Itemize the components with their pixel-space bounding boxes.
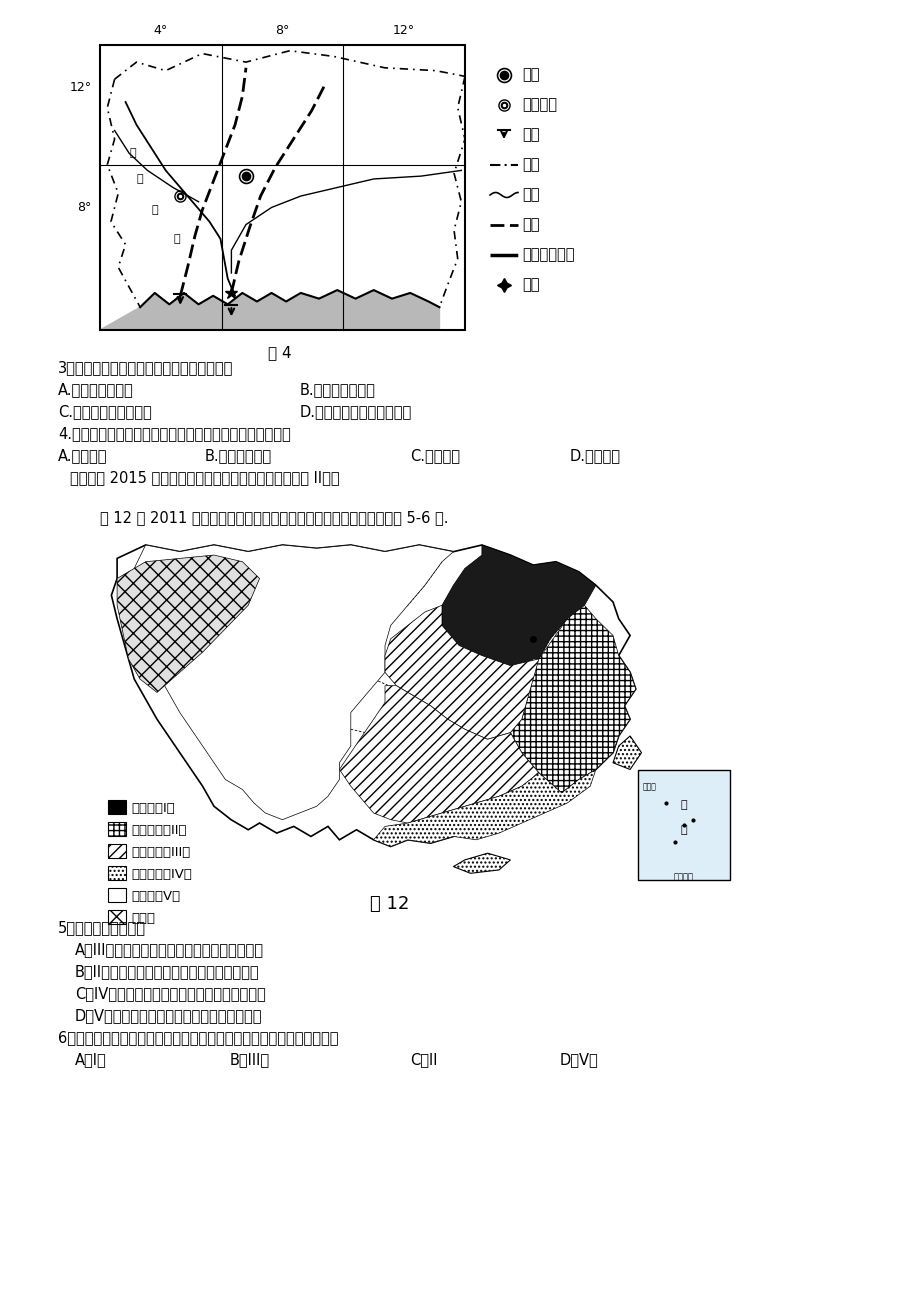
Bar (108, 799, 126, 814)
Text: 高值区（I）: 高值区（I） (130, 802, 175, 815)
Polygon shape (384, 605, 539, 740)
Text: D．V区: D．V区 (560, 1052, 598, 1068)
Text: 8°: 8° (275, 23, 289, 36)
Text: 中等值区（III）: 中等值区（III） (130, 846, 190, 859)
Text: C．IV区具有耕地面积大土地后备资源多的优势: C．IV区具有耕地面积大土地后备资源多的优势 (75, 986, 266, 1001)
Text: 8°: 8° (77, 201, 92, 214)
Bar (108, 844, 126, 858)
Bar (108, 910, 126, 924)
Text: 水库: 水库 (521, 277, 539, 293)
Polygon shape (111, 546, 635, 846)
Text: 5．下列叙述正确的是: 5．下列叙述正确的是 (58, 921, 146, 935)
Text: C.印染化纤: C.印染化纤 (410, 448, 460, 464)
Text: 较高值区（II）: 较高值区（II） (130, 824, 187, 837)
Text: D.机械旅游: D.机械旅游 (570, 448, 620, 464)
Text: B.有利于河海联运: B.有利于河海联运 (300, 381, 376, 397)
Text: C．II: C．II (410, 1052, 437, 1068)
Text: 无数据: 无数据 (130, 913, 154, 926)
Text: 图 12: 图 12 (370, 894, 409, 913)
Text: 12°: 12° (392, 23, 414, 36)
Text: 4.尼日利亚沿海铁路项目而可能获益的我国主要工业部门是: 4.尼日利亚沿海铁路项目而可能获益的我国主要工业部门是 (58, 426, 290, 441)
Polygon shape (441, 546, 596, 665)
Text: 尼: 尼 (130, 148, 136, 159)
Polygon shape (453, 853, 510, 874)
Text: 南: 南 (680, 799, 686, 810)
Bar (108, 822, 126, 836)
Text: A.纺织造船: A.纺织造船 (58, 448, 108, 464)
Text: 3．图中尼日利亚现有铁路网的叙述正确的是: 3．图中尼日利亚现有铁路网的叙述正确的是 (58, 359, 233, 375)
Polygon shape (510, 605, 635, 793)
Text: D.铁路建设不受地形的影响: D.铁路建设不受地形的影响 (300, 404, 412, 419)
Text: A．III区内部不同省区间农业机械化水平差异大: A．III区内部不同省区间农业机械化水平差异大 (75, 943, 264, 957)
Polygon shape (339, 686, 539, 823)
Text: 4°: 4° (153, 23, 168, 36)
Text: 港口: 港口 (521, 128, 539, 142)
Bar (108, 866, 126, 880)
Text: 图 4: 图 4 (268, 345, 291, 359)
Text: 南海诸岛: 南海诸岛 (674, 872, 693, 881)
Text: A．I区: A．I区 (75, 1052, 107, 1068)
Text: 河: 河 (173, 234, 180, 243)
Bar (637, 769, 729, 880)
Text: 6．在现代农业发展规划中，可定位为粮食生产型农业区的省份主要位于: 6．在现代农业发展规划中，可定位为粮食生产型农业区的省份主要位于 (58, 1030, 338, 1046)
Text: 拟建沿海铁路: 拟建沿海铁路 (521, 247, 573, 263)
Text: 较低值区（IV）: 较低值区（IV） (130, 868, 192, 881)
Text: 12°: 12° (70, 81, 92, 94)
Text: B.机车制造钢铁: B.机车制造钢铁 (205, 448, 272, 464)
Text: A.铁路网密度较大: A.铁路网密度较大 (58, 381, 133, 397)
Polygon shape (117, 555, 259, 693)
Polygon shape (100, 290, 439, 329)
Text: B．III区: B．III区 (230, 1052, 270, 1068)
Text: 尔: 尔 (152, 206, 158, 215)
Polygon shape (373, 769, 596, 846)
Text: 河流: 河流 (521, 187, 539, 203)
Text: D．V热量条件差是限制其农业发展的重要因素: D．V热量条件差是限制其农业发展的重要因素 (75, 1008, 262, 1023)
Text: 台湾岛: 台湾岛 (642, 783, 656, 792)
Text: C.方便农矿产品的出口: C.方便农矿产品的出口 (58, 404, 152, 419)
Text: 海: 海 (680, 825, 686, 835)
Bar (100, 46, 464, 329)
Text: 日: 日 (137, 174, 143, 184)
Text: B．II区人口稠密是其农业现代化的重要推动力: B．II区人口稠密是其农业现代化的重要推动力 (75, 963, 259, 979)
Text: 首都: 首都 (521, 68, 539, 82)
Text: 图 12 为 2011 年中国农业现代化发展水平类型分布格局图。读图回答 5-6 题.: 图 12 为 2011 年中国农业现代化发展水平类型分布格局图。读图回答 5-6… (100, 510, 448, 525)
Text: 重要城市: 重要城市 (521, 98, 556, 112)
Polygon shape (122, 546, 453, 820)
Text: 国界: 国界 (521, 158, 539, 172)
Text: 铁路: 铁路 (521, 217, 539, 233)
Text: （改编自 2015 普通高等学校招生全国统一考试（新课标 II））: （改编自 2015 普通高等学校招生全国统一考试（新课标 II）） (70, 470, 339, 486)
Polygon shape (612, 736, 641, 769)
Text: 低值区（V）: 低值区（V） (130, 891, 180, 904)
Bar (108, 888, 126, 902)
